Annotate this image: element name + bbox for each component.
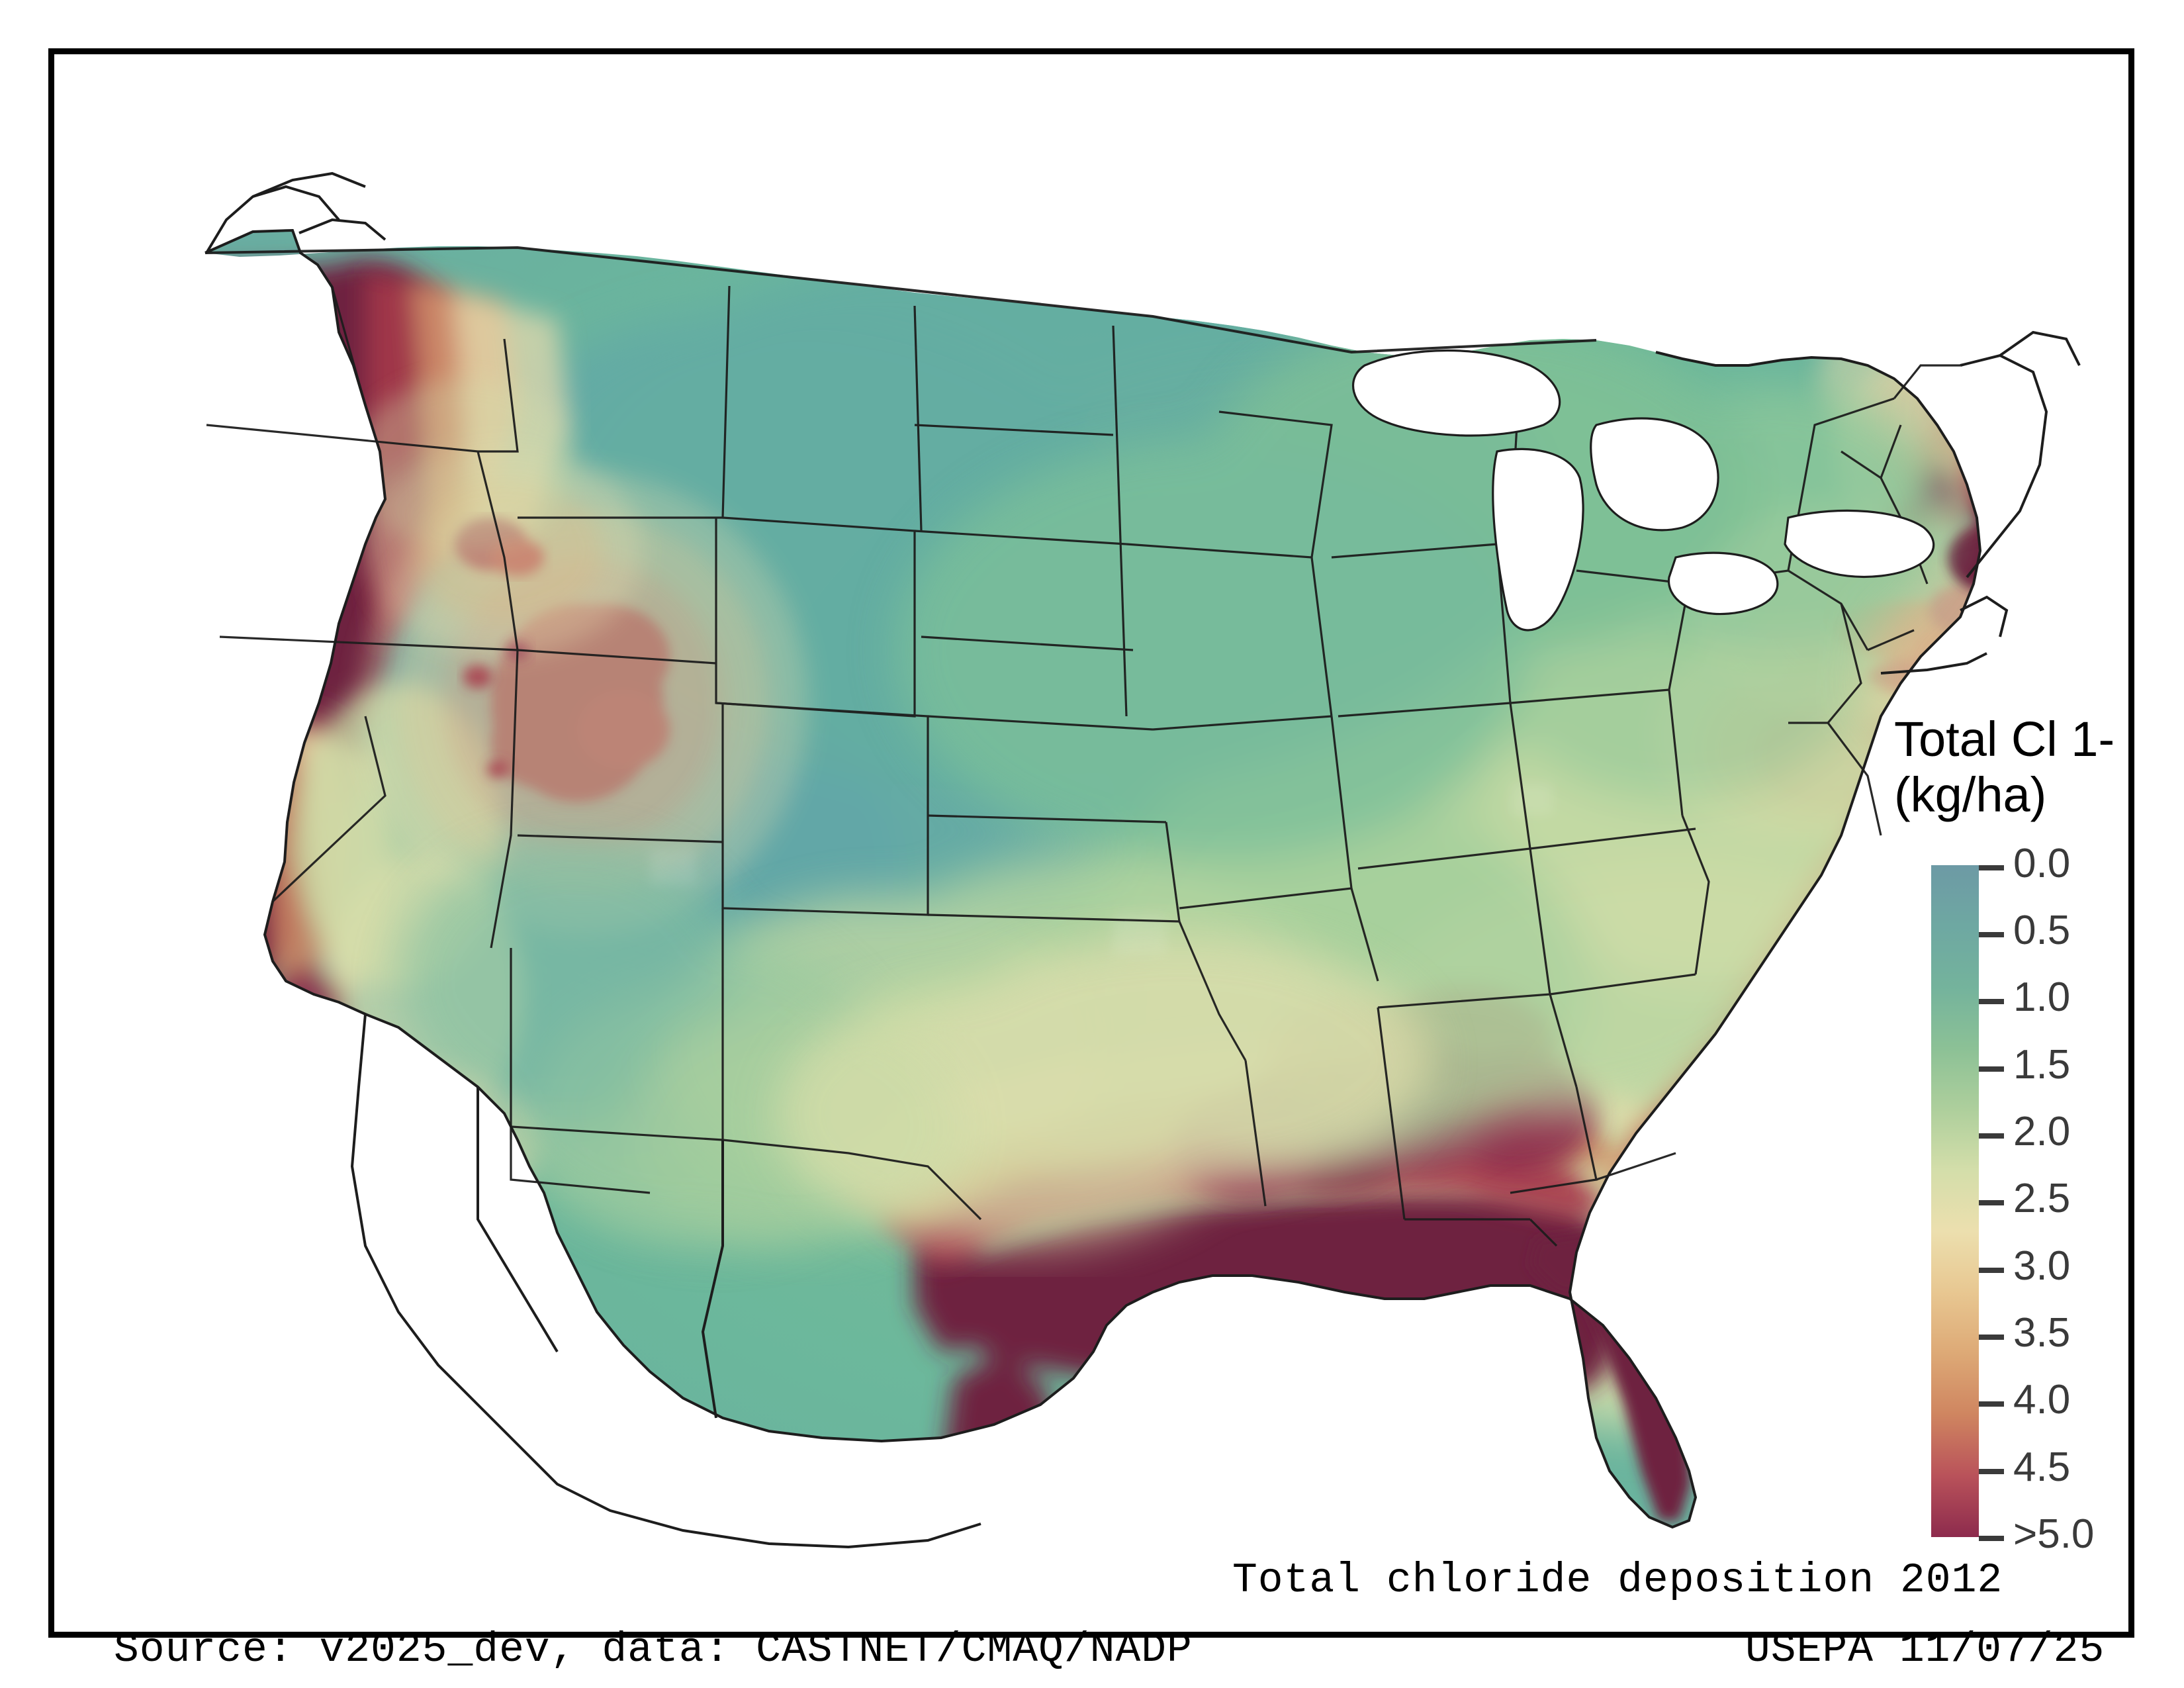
colorbar-tick-7 bbox=[1979, 1335, 2004, 1340]
hotspot-gulf-coast bbox=[915, 1193, 1629, 1527]
colorbar-label-0: 0.0 bbox=[2013, 841, 2071, 886]
figure-frame: Total Cl 1- (kg/ha) 0.0 0.5 1.0 1.5 2.0 … bbox=[48, 48, 2134, 1673]
colorbar-label-1: 0.5 bbox=[2013, 908, 2071, 953]
colorbar-tick-0 bbox=[1979, 865, 2004, 870]
colorbar-label-8: 4.0 bbox=[2013, 1377, 2071, 1423]
colorbar-tick-4 bbox=[1979, 1133, 2004, 1139]
colorbar-legend: Total Cl 1- (kg/ha) 0.0 0.5 1.0 1.5 2.0 … bbox=[1888, 713, 2172, 1567]
colorbar-label-3: 1.5 bbox=[2013, 1042, 2071, 1088]
coastline bbox=[205, 171, 2081, 1549]
great-lakes bbox=[1352, 349, 1935, 632]
map-canvas bbox=[54, 54, 2128, 1632]
colorbar-tick-1 bbox=[1979, 932, 2004, 937]
colorbar-tick-8 bbox=[1979, 1401, 2004, 1407]
colorbar-label-9: 4.5 bbox=[2013, 1444, 2071, 1490]
colorbar-tick-10 bbox=[1979, 1536, 2004, 1541]
colorbar-tick-9 bbox=[1979, 1469, 2004, 1474]
colorbar-label-10: >5.0 bbox=[2013, 1511, 2095, 1557]
state-boundaries bbox=[205, 246, 1960, 1247]
map-title: Total chloride deposition 2012 bbox=[1232, 1557, 2003, 1604]
colorbar-tick-3 bbox=[1979, 1066, 2004, 1072]
agency-caption: USEPA 11/07/25 bbox=[1745, 1626, 2105, 1673]
deposition-map bbox=[205, 171, 2081, 1549]
colorbar-label-5: 2.5 bbox=[2013, 1176, 2071, 1221]
deposition-field bbox=[205, 230, 1980, 1527]
colorbar-tick-5 bbox=[1979, 1200, 2004, 1205]
colorbar-label-7: 3.5 bbox=[2013, 1310, 2071, 1356]
colorbar-label-4: 2.0 bbox=[2013, 1109, 2071, 1154]
colorbar-label-6: 3.0 bbox=[2013, 1243, 2071, 1289]
colorbar-gradient bbox=[1931, 865, 1979, 1537]
legend-title-line2: (kg/ha) bbox=[1894, 767, 2047, 822]
colorbar-label-2: 1.0 bbox=[2013, 974, 2071, 1020]
source-caption: Source: v2025_dev, data: CASTNET/CMAQ/NA… bbox=[114, 1626, 1193, 1673]
legend-title-line1: Total Cl 1- bbox=[1894, 712, 2115, 767]
colorbar-tick-2 bbox=[1979, 999, 2004, 1004]
colorbar-tick-6 bbox=[1979, 1268, 2004, 1273]
